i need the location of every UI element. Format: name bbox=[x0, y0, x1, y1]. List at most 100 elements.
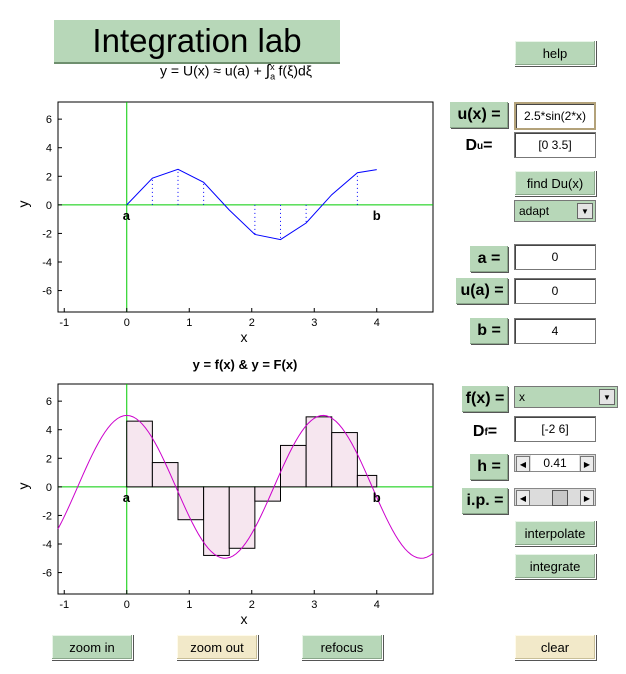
h-value[interactable]: 0.41 bbox=[531, 455, 579, 471]
y-tick-label: 2 bbox=[46, 171, 52, 183]
y-tick-label: -6 bbox=[42, 286, 52, 298]
f-select-value: x bbox=[519, 390, 525, 404]
riemann-bar bbox=[254, 486, 281, 502]
integrate-button[interactable]: integrate bbox=[514, 553, 596, 579]
y-tick-label: 4 bbox=[46, 425, 52, 437]
b-field[interactable]: 4 bbox=[514, 318, 596, 344]
integral-lower: a bbox=[270, 71, 276, 82]
h-label: h = bbox=[470, 454, 508, 480]
f-select[interactable]: x ▼ bbox=[514, 386, 618, 408]
du-label-main: D bbox=[465, 137, 478, 154]
f-curve bbox=[57, 414, 434, 559]
x-tick-label: 0 bbox=[124, 317, 130, 329]
find-du-button[interactable]: find Du(x) bbox=[514, 170, 596, 196]
du-field[interactable]: [0 3.5] bbox=[514, 132, 596, 158]
y-tick-label: 0 bbox=[46, 482, 52, 494]
u-curve bbox=[126, 168, 377, 241]
y-tick-label: -4 bbox=[42, 539, 52, 551]
riemann-bar bbox=[126, 420, 153, 488]
clear-button[interactable]: clear bbox=[514, 634, 596, 660]
marker-a: a bbox=[123, 490, 131, 505]
f-label: f(x) = bbox=[462, 386, 508, 412]
arrow-left-icon[interactable]: ◀ bbox=[516, 456, 530, 472]
riemann-bar bbox=[177, 486, 205, 521]
y-tick-label: 6 bbox=[46, 114, 52, 126]
method-select-value: adapt bbox=[519, 204, 550, 218]
riemann-bar bbox=[280, 444, 307, 488]
top-xlabel: x bbox=[241, 329, 248, 345]
top-chart-frame bbox=[57, 101, 434, 313]
y-tick-label: 4 bbox=[46, 143, 52, 155]
a-field[interactable]: 0 bbox=[514, 244, 596, 270]
integral-upper: x bbox=[270, 62, 275, 72]
arrow-right-icon[interactable]: ▶ bbox=[580, 456, 594, 472]
bottom-ylabel: y bbox=[15, 483, 31, 490]
riemann-bar bbox=[356, 474, 378, 488]
y-tick-label: 6 bbox=[46, 396, 52, 408]
zoom-out-button[interactable]: zoom out bbox=[176, 634, 258, 660]
b-label: b = bbox=[470, 318, 508, 344]
arrow-right-icon[interactable]: ▶ bbox=[580, 490, 594, 506]
x-tick-label: -1 bbox=[59, 317, 69, 329]
bottom-chart[interactable]: -1 0 1 2 3 4 6 4 2 0 -2 -4 -6 a b x y bbox=[0, 374, 445, 632]
x-tick-label: 3 bbox=[311, 317, 317, 329]
du-label-sub: u bbox=[477, 140, 484, 152]
top-chart[interactable]: -1 0 1 2 3 4 6 4 2 0 -2 -4 -6 a b x y bbox=[0, 92, 445, 350]
x-tick-label: 0 bbox=[124, 599, 130, 611]
x-tick-label: 1 bbox=[186, 599, 192, 611]
ip-slider-thumb[interactable] bbox=[551, 490, 568, 506]
riemann-bar bbox=[228, 486, 256, 549]
bottom-chart-title: y = f(x) & y = F(x) bbox=[192, 357, 298, 372]
df-label-eq: = bbox=[487, 423, 498, 440]
u-input[interactable]: 2.5*sin(2*x) bbox=[514, 102, 596, 130]
x-tick-label: 2 bbox=[249, 599, 255, 611]
bottom-xlabel: x bbox=[241, 611, 248, 627]
refocus-button[interactable]: refocus bbox=[301, 634, 383, 660]
riemann-bar bbox=[203, 486, 230, 556]
y-tick-label: -6 bbox=[42, 568, 52, 580]
ua-field[interactable]: 0 bbox=[514, 278, 596, 304]
top-ylabel: y bbox=[15, 201, 31, 208]
app-title: Integration lab bbox=[54, 20, 340, 64]
interpolate-button[interactable]: interpolate bbox=[514, 520, 596, 546]
help-button[interactable]: help bbox=[514, 40, 596, 66]
x-tick-label: -1 bbox=[59, 599, 69, 611]
x-tick-label: 4 bbox=[374, 599, 380, 611]
formula-integrand: f(ξ)dξ bbox=[278, 62, 313, 79]
y-tick-label: -2 bbox=[42, 510, 52, 522]
formula-lhs: y = U(x) ≈ u(a) + bbox=[160, 62, 266, 79]
zoom-in-button[interactable]: zoom in bbox=[51, 634, 133, 660]
u-label: u(x) = bbox=[450, 102, 508, 128]
a-label: a = bbox=[470, 246, 508, 272]
du-label-eq: = bbox=[483, 137, 493, 154]
marker-b: b bbox=[373, 208, 381, 223]
integral-formula: y = U(x) ≈ u(a) + ∫ax f(ξ)dξ bbox=[160, 62, 360, 84]
chevron-down-icon[interactable]: ▼ bbox=[599, 389, 615, 405]
x-tick-label: 1 bbox=[186, 317, 192, 329]
x-tick-label: 2 bbox=[249, 317, 255, 329]
ip-slider[interactable]: ◀ ▶ bbox=[514, 488, 596, 506]
marker-a: a bbox=[123, 208, 131, 223]
riemann-bar bbox=[331, 432, 358, 488]
df-field[interactable]: [-2 6] bbox=[514, 416, 596, 442]
integral-sign-icon: ∫ bbox=[265, 62, 271, 80]
app-title-text: Integration lab bbox=[92, 22, 302, 59]
ip-label: i.p. = bbox=[462, 488, 508, 514]
df-label-main: D bbox=[472, 423, 485, 440]
arrow-left-icon[interactable]: ◀ bbox=[516, 490, 530, 506]
y-tick-label: -2 bbox=[42, 228, 52, 240]
y-tick-label: 0 bbox=[46, 200, 52, 212]
method-select[interactable]: adapt ▼ bbox=[514, 200, 596, 222]
ua-label: u(a) = bbox=[456, 278, 508, 304]
y-tick-label: 2 bbox=[46, 453, 52, 465]
riemann-bar bbox=[305, 416, 333, 488]
y-tick-label: -4 bbox=[42, 257, 52, 269]
df-label-sub: f bbox=[484, 426, 488, 438]
marker-b: b bbox=[373, 490, 381, 505]
h-stepper[interactable]: ◀ 0.41 ▶ bbox=[514, 454, 596, 472]
x-tick-label: 3 bbox=[311, 599, 317, 611]
x-tick-label: 4 bbox=[374, 317, 380, 329]
chevron-down-icon[interactable]: ▼ bbox=[577, 203, 593, 219]
